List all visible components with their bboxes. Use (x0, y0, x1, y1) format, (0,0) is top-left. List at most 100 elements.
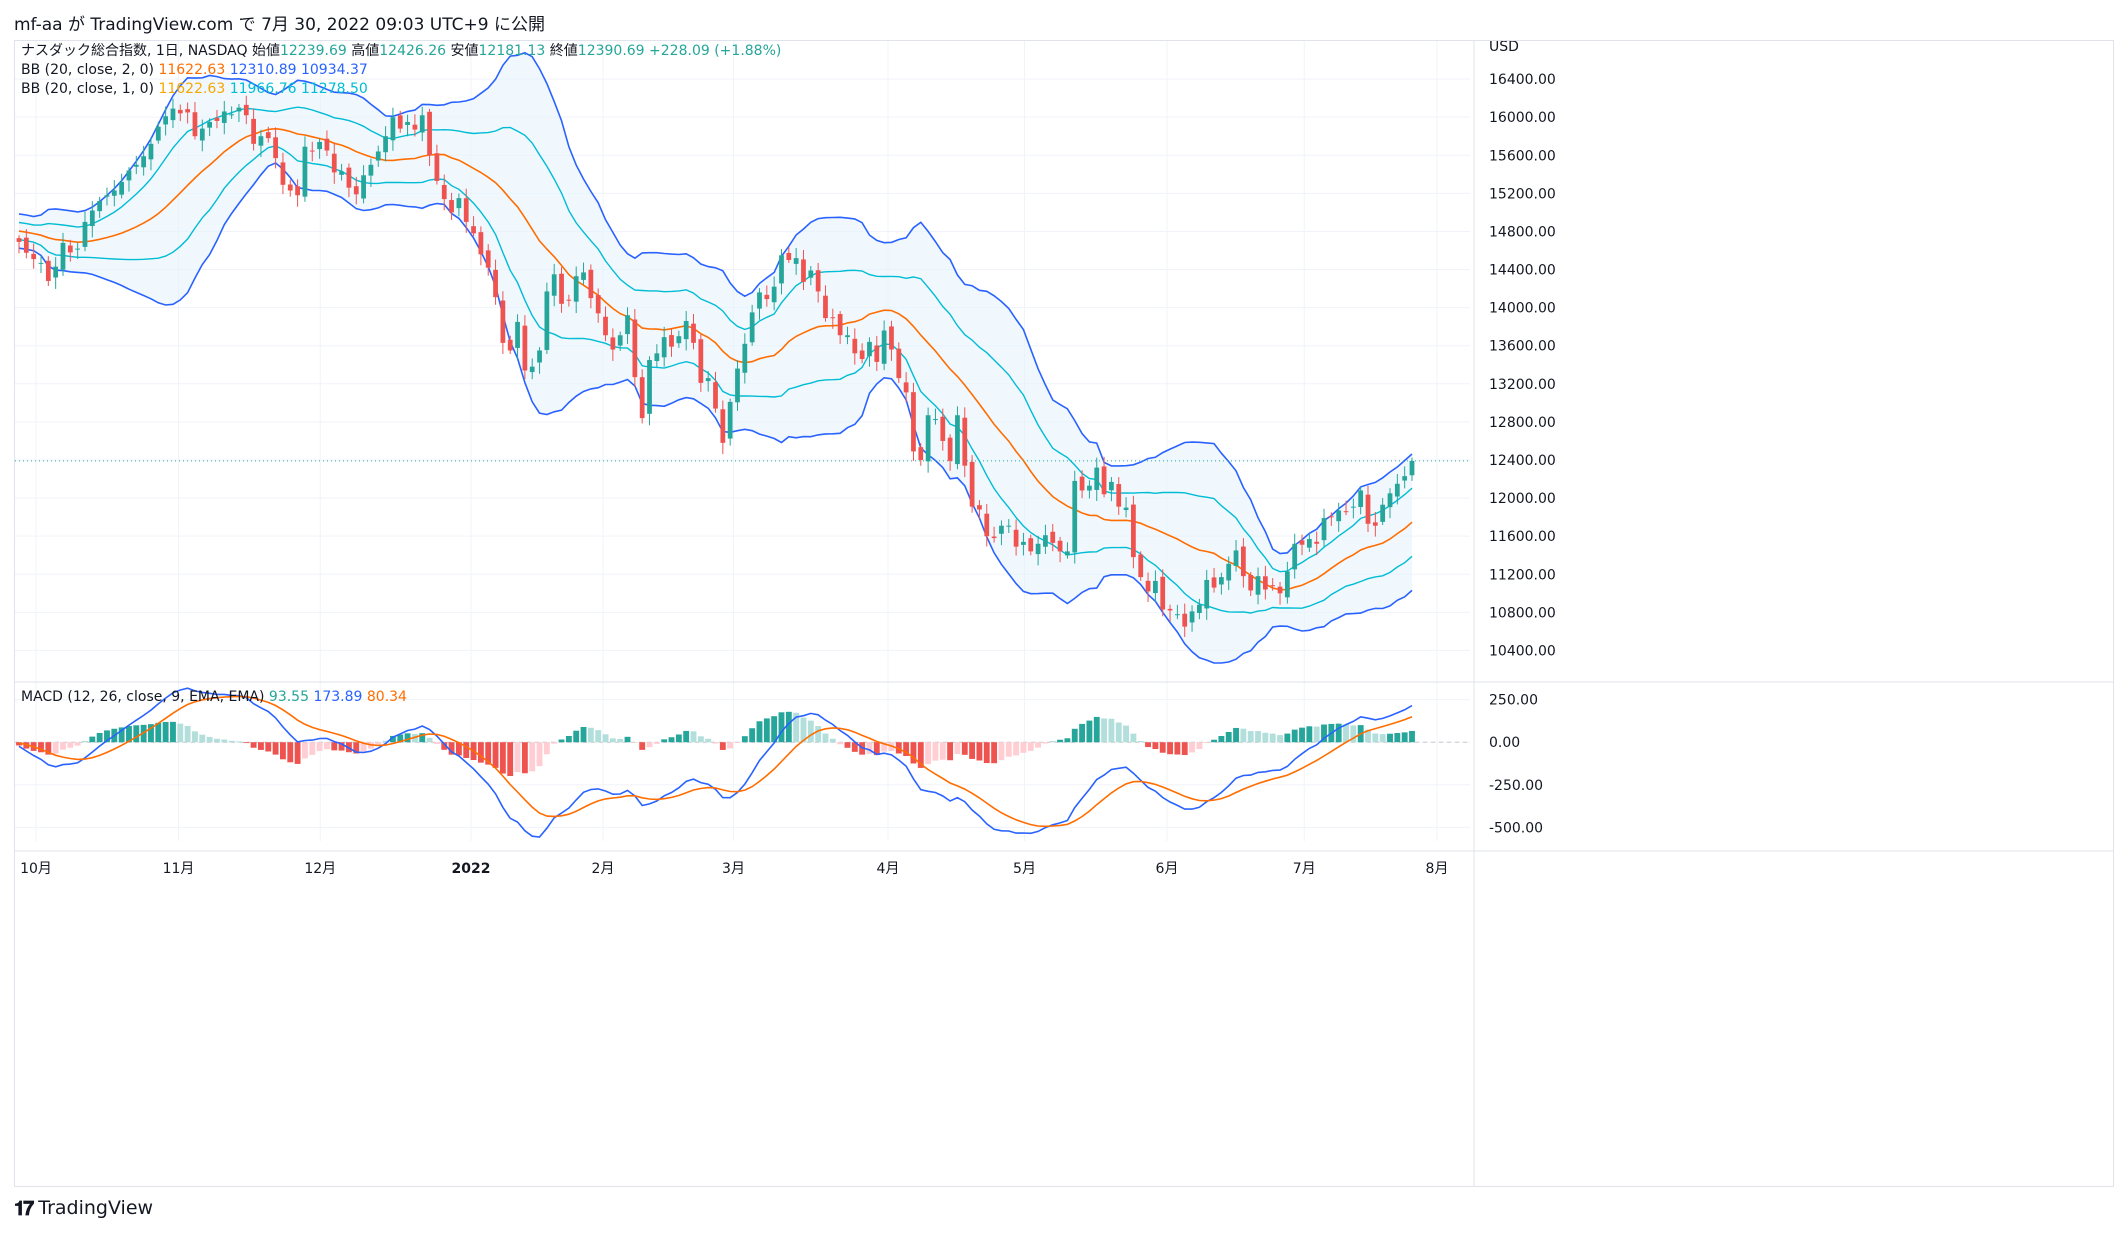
candle (324, 130, 330, 156)
brand-name: TradingView (38, 1197, 154, 1219)
candle (163, 106, 169, 136)
candle-body (632, 319, 638, 378)
candle (1394, 474, 1400, 505)
macd-histogram-bar (74, 742, 81, 746)
candle-body (1204, 579, 1210, 609)
price-tick-label: 12400.00 (1489, 453, 1556, 469)
candle (1365, 485, 1371, 533)
candle (1409, 457, 1415, 481)
candle-body (977, 505, 982, 510)
candle (1372, 512, 1378, 537)
macd-histogram-bar (925, 742, 932, 765)
candle (698, 334, 704, 392)
candle-body (214, 117, 220, 121)
candle-body (801, 259, 806, 282)
candle-body (419, 115, 425, 133)
candle-body (1240, 546, 1246, 577)
macd-histogram-bar (543, 742, 550, 755)
macd-histogram-bar (705, 738, 712, 743)
candle-body (192, 112, 198, 137)
candle (661, 326, 667, 367)
macd-histogram-bar (771, 716, 778, 743)
candle (1255, 567, 1261, 605)
macd-histogram-bar (448, 742, 455, 755)
time-tick-label: 2月 (592, 861, 615, 877)
legend-bb1-lower: 11278.50 (301, 81, 368, 97)
candle-body (896, 348, 902, 379)
candle (1292, 533, 1298, 579)
legend-line: BB (20, close, 1, 0) 11622.63 11966.76 1… (21, 81, 368, 97)
candle-body (551, 274, 557, 296)
macd-histogram-bar (441, 742, 448, 750)
price-chart[interactable]: USD 16400.00 16000.00 15600.00 15200.00 14800… (15, 41, 2113, 1186)
candle-body (566, 299, 572, 301)
macd-histogram-bar (910, 742, 917, 764)
candle (214, 109, 220, 129)
candle-body (170, 108, 176, 121)
candle-body (698, 339, 704, 383)
candle-body (1079, 476, 1085, 491)
candle (617, 331, 623, 351)
macd-histogram-bar (1152, 742, 1159, 750)
candle-body (273, 137, 278, 159)
candle (1380, 497, 1386, 525)
time-tick-label: 5月 (1013, 861, 1036, 877)
bb1-upper-line (18, 106, 1413, 573)
footer-brand[interactable]: 𝟏𝟕 TradingView (14, 1196, 153, 1220)
candle-body (947, 437, 953, 461)
macd-histogram-bar (1101, 718, 1108, 743)
candle-body (1358, 490, 1364, 507)
legend: ナスダック総合指数, 1日, NASDAQ 始値12239.69 高値12426… (21, 42, 781, 705)
macd-histogram-bar (323, 742, 330, 750)
candle-body (1299, 540, 1305, 545)
candle-body (82, 221, 88, 247)
macd-histogram-bar (807, 720, 814, 743)
candle-body (1131, 504, 1136, 558)
candle-body (837, 314, 843, 336)
candle (529, 358, 535, 380)
candle-body (529, 366, 535, 373)
candle-body (331, 153, 337, 173)
candle-body (793, 258, 799, 264)
macd-histogram-bar (1057, 739, 1064, 743)
candle (331, 143, 337, 184)
macd-histogram-bar (1020, 742, 1027, 753)
candle-body (955, 415, 960, 465)
candle (1153, 570, 1158, 602)
candle-body (1343, 511, 1349, 513)
candle-body (155, 126, 161, 141)
candle-body (771, 286, 777, 303)
candle (581, 262, 586, 285)
price-tick-label: 14000.00 (1489, 301, 1556, 317)
candle (610, 328, 616, 361)
candle-body (53, 266, 59, 278)
macd-histogram-bar (404, 733, 411, 743)
candle (258, 129, 264, 158)
candle-body (1167, 608, 1173, 611)
macd-histogram-bar (690, 731, 697, 743)
candle-body (1226, 563, 1232, 581)
macd-histogram-bar (477, 742, 484, 763)
candle (918, 443, 924, 466)
candle (82, 211, 88, 252)
candle-body (625, 315, 630, 335)
macd-histogram-bar (1335, 723, 1342, 743)
candle (1050, 523, 1056, 552)
legend-bb1-upper: 11966.76 (230, 81, 301, 97)
legend-high-label: 高値 (351, 42, 379, 59)
candle (16, 235, 22, 254)
macd-histogram-bar (551, 742, 558, 744)
macd-histogram-bar (162, 721, 169, 743)
macd-histogram-bar (976, 742, 983, 761)
macd-histogram-bar (67, 742, 74, 748)
candle (133, 155, 139, 175)
candle (676, 330, 682, 348)
candle-body (1109, 481, 1114, 491)
candle-body (361, 175, 366, 199)
candle (119, 173, 125, 199)
legend-close: 12390.69 (578, 43, 649, 59)
candle (551, 263, 557, 307)
macd-histogram-bar (118, 727, 125, 743)
candle (185, 102, 191, 124)
macd-histogram-bar (265, 742, 272, 752)
